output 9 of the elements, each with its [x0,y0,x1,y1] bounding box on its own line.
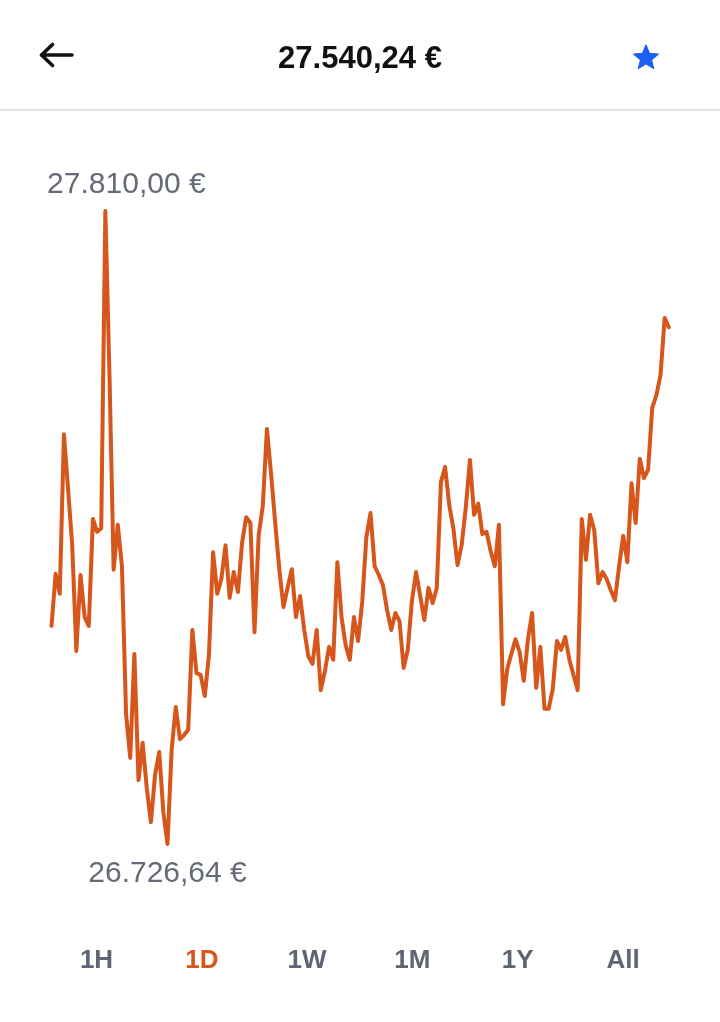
text: 1D [185,943,219,976]
text: 1Y [501,943,534,976]
text: All [606,943,640,976]
data-label: 26.726,64 € [88,855,248,888]
text: 1M [394,943,431,976]
text: 1W [287,943,327,976]
text: 1H [79,943,114,976]
chart-title: 27.540,24 € [277,39,443,77]
data-label: 27.810,00 € [47,166,206,199]
